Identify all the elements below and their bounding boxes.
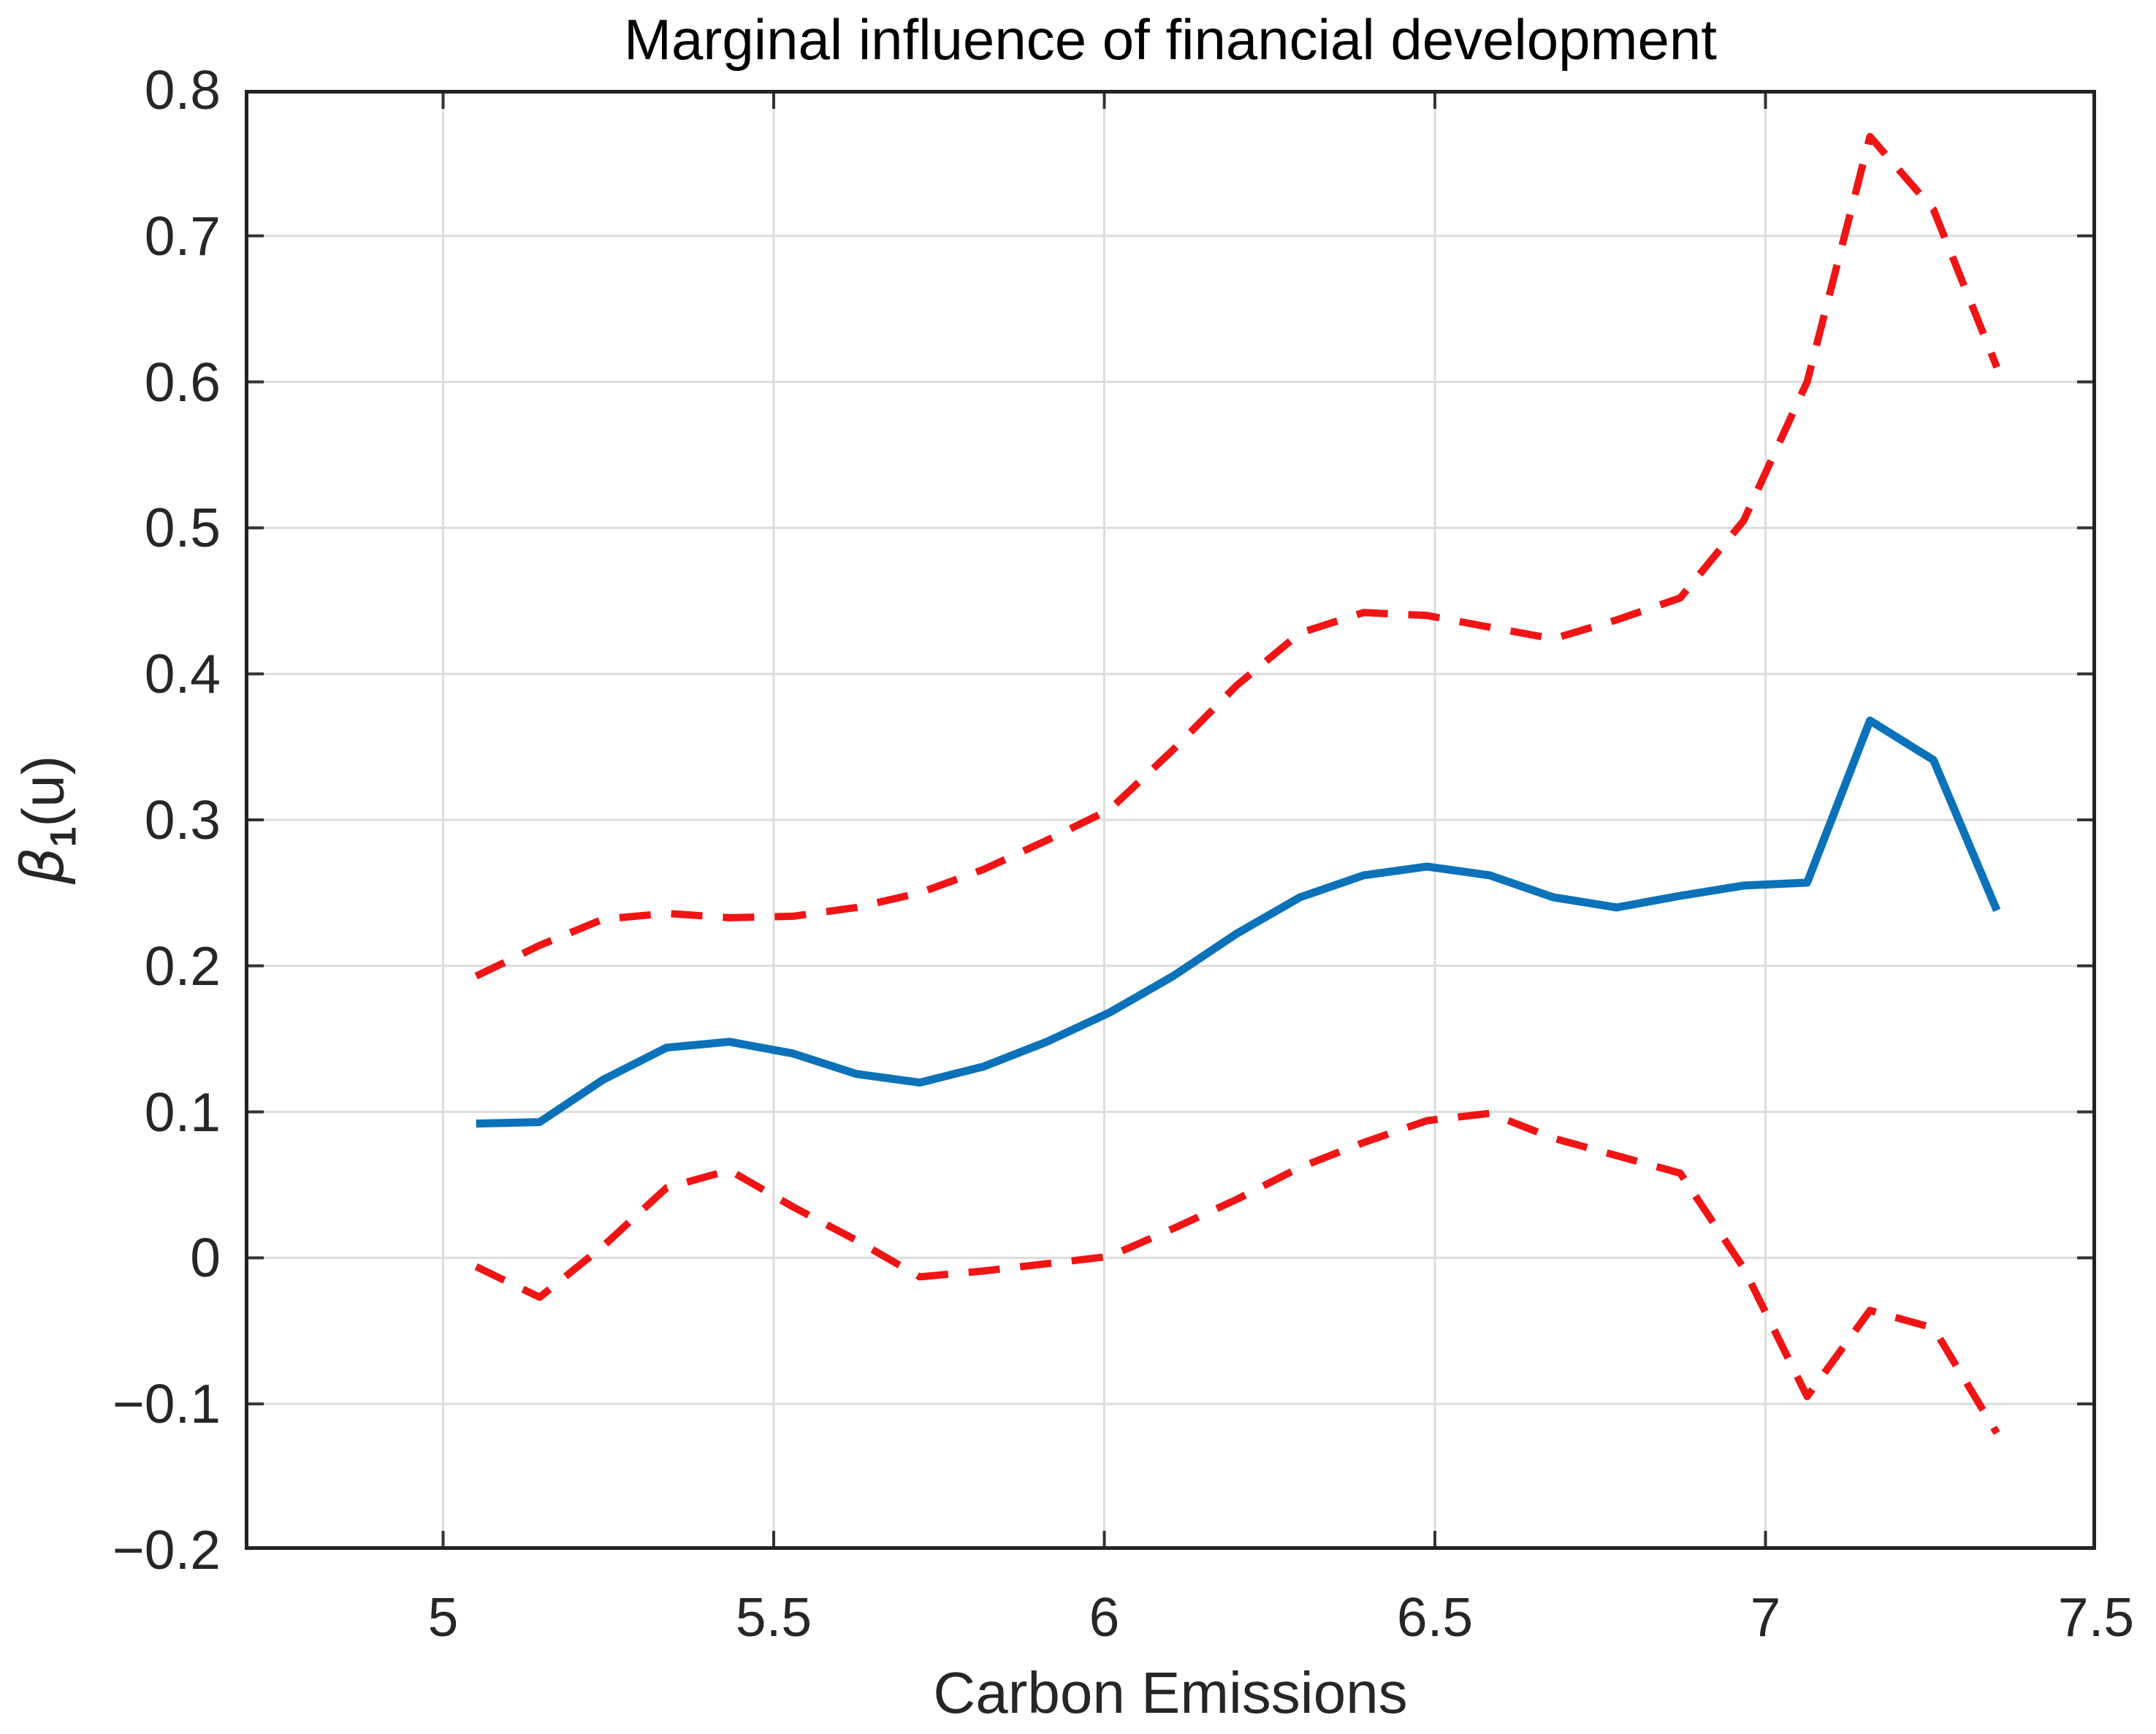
chart-title: Marginal influence of financial developm… [624, 7, 1717, 72]
x-tick-label: 5 [427, 1586, 459, 1648]
plot-area [245, 90, 2096, 1550]
x-tick-label: 7 [1750, 1586, 1781, 1648]
y-tick-label: 0.3 [144, 789, 221, 851]
lower-confidence-band-line [474, 1109, 2000, 1435]
x-tick-label: 5.5 [735, 1586, 812, 1648]
y-tick-label: 0 [190, 1227, 221, 1289]
y-tick-label: 0.7 [144, 205, 221, 267]
y-tick-label: 0.8 [144, 59, 221, 121]
x-axis-label: Carbon Emissions [933, 1660, 1408, 1725]
x-tick-label: 7.5 [2057, 1586, 2135, 1648]
y-tick-label: 0.4 [144, 643, 221, 705]
y-tick-label: −0.2 [112, 1519, 221, 1581]
upper-confidence-band-line [474, 132, 2000, 980]
x-tick-label: 6 [1089, 1586, 1120, 1648]
y-tick-label: −0.1 [112, 1373, 221, 1435]
x-tick-label: 6.5 [1396, 1586, 1474, 1648]
y-tick-label: 0.1 [144, 1081, 221, 1143]
y-tick-label: 0.5 [144, 497, 221, 559]
y-tick-label: 0.2 [144, 935, 221, 997]
axes-box [245, 90, 2096, 1550]
estimate-line [476, 716, 2001, 1128]
y-tick-label: 0.6 [144, 351, 221, 413]
